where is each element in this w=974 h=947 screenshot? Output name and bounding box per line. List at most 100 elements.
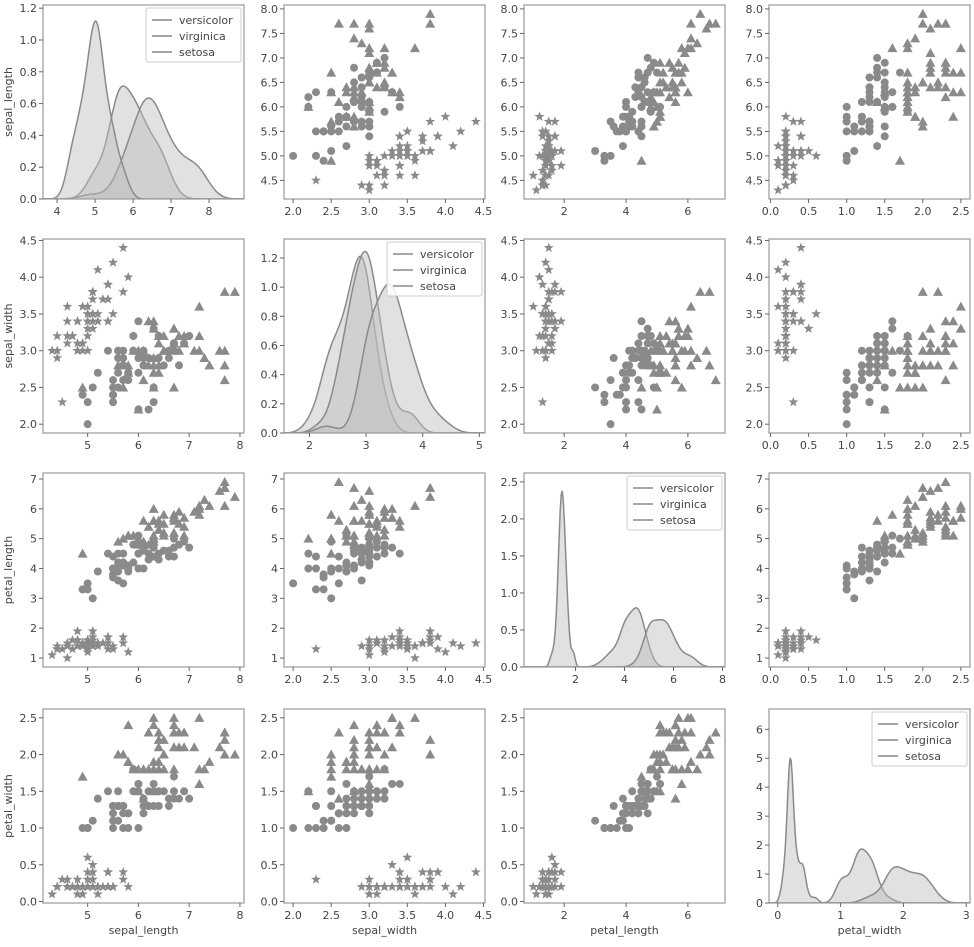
legend: versicolor virginica setosa — [626, 475, 723, 531]
point-setosa — [402, 852, 413, 862]
point-virginica — [658, 67, 669, 77]
y-tick-label: 0.6 — [20, 98, 38, 111]
point-virginica — [364, 749, 375, 759]
point-setosa — [440, 881, 451, 892]
point-setosa — [773, 184, 784, 195]
point-virginica — [636, 771, 647, 781]
legend-entry-setosa: setosa — [905, 750, 941, 763]
x-tick-label: 4 — [623, 205, 630, 218]
point-versicolor — [119, 802, 128, 810]
y-tick-label: 4.0 — [501, 271, 519, 284]
point-virginica — [651, 382, 662, 392]
point-virginica — [940, 500, 951, 510]
point-versicolor — [103, 346, 112, 355]
point-virginica — [955, 301, 966, 311]
point-setosa — [788, 145, 799, 156]
y-tick-label: 2.5 — [261, 712, 279, 725]
point-virginica — [902, 331, 913, 340]
point-virginica — [371, 727, 382, 737]
point-versicolor — [842, 127, 851, 136]
point-versicolor — [144, 405, 153, 414]
point-setosa — [780, 286, 791, 297]
point-virginica — [670, 97, 681, 106]
x-tick-label: 0.5 — [800, 673, 818, 686]
point-versicolor — [637, 787, 646, 796]
point-setosa — [788, 396, 799, 407]
y-tick-label: 0.5 — [501, 859, 519, 872]
y-tick-label: 5.5 — [261, 125, 279, 138]
point-versicolor — [342, 779, 351, 788]
point-virginica — [364, 23, 375, 33]
point-setosa — [537, 279, 548, 289]
point-virginica — [153, 338, 164, 348]
point-setosa — [780, 640, 791, 651]
point-virginica — [664, 316, 675, 326]
panel-petal_width-vs-sepal_width: 2.0 2.5 3.0 3.5 4.0 4.5 0.0 0.5 1.0 1.5 2.0 2.5 sepa… — [261, 708, 492, 937]
point-setosa — [62, 316, 73, 326]
plot-area — [773, 242, 966, 429]
point-versicolor — [169, 787, 178, 796]
point-setosa — [543, 316, 554, 326]
point-virginica — [326, 749, 337, 759]
x-tick-label: 6 — [135, 673, 142, 686]
legend-box — [626, 475, 723, 531]
point-virginica — [676, 43, 687, 53]
point-versicolor — [119, 824, 128, 833]
point-virginica — [133, 539, 144, 549]
point-virginica — [138, 515, 149, 525]
kde-fill-versicolor — [524, 607, 725, 667]
point-virginica — [333, 793, 344, 803]
y-tick-label: 5 — [756, 752, 763, 765]
point-versicolor — [103, 787, 112, 796]
point-virginica — [940, 521, 951, 531]
point-setosa — [811, 308, 822, 319]
kde-fill-versicolor — [284, 256, 485, 433]
point-setosa — [425, 874, 436, 884]
point-versicolor — [365, 117, 374, 126]
point-setosa — [543, 264, 554, 275]
point-versicolor — [319, 573, 328, 582]
point-setosa — [47, 888, 58, 899]
point-virginica — [902, 345, 913, 355]
y-tick-label: 1 — [756, 868, 763, 881]
point-versicolor — [873, 368, 882, 377]
point-versicolor — [606, 376, 615, 385]
point-setosa — [97, 637, 108, 648]
point-virginica — [148, 786, 159, 796]
x-tick-label: 3.5 — [399, 205, 417, 218]
point-versicolor — [334, 112, 343, 121]
point-setosa — [118, 637, 129, 648]
point-setosa — [788, 643, 799, 654]
point-versicolor — [93, 794, 102, 803]
x-axis-label: petal_length — [590, 924, 658, 937]
point-setosa — [556, 160, 567, 170]
point-versicolor — [880, 543, 889, 552]
point-setosa — [780, 170, 791, 180]
point-virginica — [379, 506, 390, 516]
point-versicolor — [93, 567, 102, 576]
point-virginica — [333, 476, 344, 486]
point-setosa — [364, 634, 375, 645]
legend-entry-versicolor: versicolor — [179, 14, 233, 27]
point-versicolor — [888, 102, 897, 111]
y-tick-label: 3.5 — [20, 308, 38, 321]
point-virginica — [425, 8, 436, 18]
point-virginica — [682, 87, 693, 97]
point-setosa — [440, 111, 451, 121]
point-virginica — [710, 727, 721, 737]
point-versicolor — [625, 802, 634, 810]
point-setosa — [780, 308, 791, 319]
y-tick-label: 0.4 — [261, 369, 279, 382]
point-versicolor — [114, 787, 123, 796]
x-tick-label: 4 — [419, 439, 426, 452]
point-virginica — [364, 43, 375, 53]
point-virginica — [133, 786, 144, 796]
point-virginica — [394, 87, 405, 97]
point-versicolor — [357, 787, 366, 796]
point-virginica — [364, 539, 375, 549]
point-setosa — [537, 396, 548, 407]
x-tick-label: 6 — [684, 909, 691, 922]
point-versicolor — [327, 564, 336, 573]
point-versicolor — [350, 561, 359, 570]
point-virginica — [229, 286, 240, 296]
